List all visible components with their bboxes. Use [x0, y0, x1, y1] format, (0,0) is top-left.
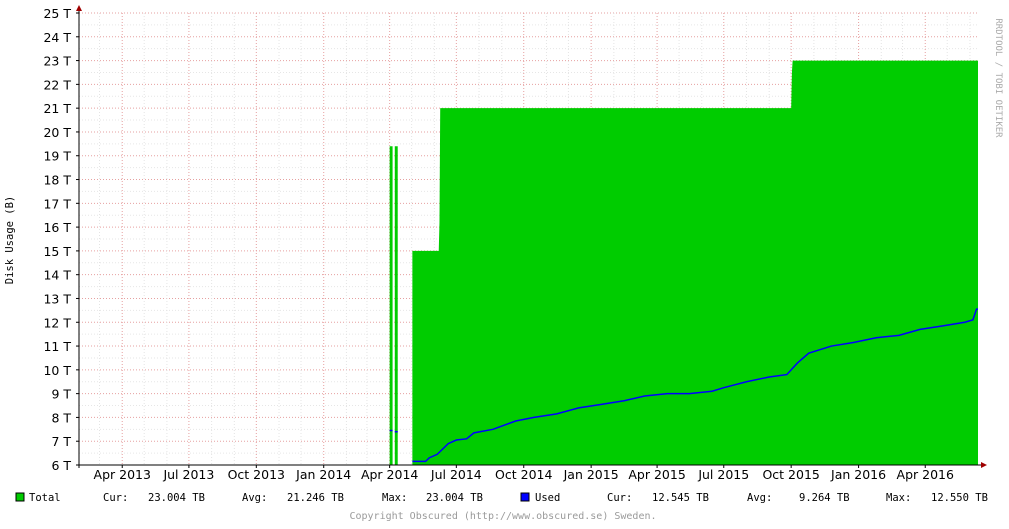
x-tick-label: Apr 2015 — [628, 467, 685, 482]
used-line-segment — [412, 308, 978, 463]
watermark: RRDTOOL / TOBI OETIKER — [993, 18, 1003, 138]
legend-total-cur: 23.004 TB — [148, 492, 205, 504]
y-tick-label: 7 T — [51, 434, 71, 449]
y-tick-label: 8 T — [51, 410, 71, 425]
x-tick-label: Jan 2014 — [295, 467, 351, 482]
y-tick-label: 11 T — [43, 339, 71, 354]
y-tick-label: 23 T — [43, 54, 71, 69]
x-tick-label: Oct 2013 — [228, 467, 285, 482]
y-tick-label: 21 T — [43, 101, 71, 116]
legend-used-swatch — [520, 492, 530, 502]
y-tick-label: 14 T — [43, 268, 71, 283]
x-tick-label: Jan 2015 — [563, 467, 619, 482]
legend-used-avg: 9.264 TB — [799, 492, 850, 504]
legend-total-max: 23.004 TB — [426, 492, 483, 504]
total-area-segment — [389, 146, 393, 465]
x-tick-label: Apr 2014 — [361, 467, 418, 482]
y-tick-label: 22 T — [43, 77, 71, 92]
y-tick-label: 15 T — [43, 244, 71, 259]
x-tick-label: Oct 2015 — [762, 467, 819, 482]
legend-total-swatch — [15, 492, 25, 502]
legend-total-avg-label: Avg: — [242, 492, 267, 504]
y-tick-label: 13 T — [43, 291, 71, 306]
y-tick-label: 6 T — [51, 458, 71, 473]
y-tick-label: 24 T — [43, 30, 71, 45]
x-tick-label: Jan 2016 — [830, 467, 886, 482]
legend-used-cur: 12.545 TB — [652, 492, 709, 504]
legend-used-cur-label: Cur: — [607, 492, 632, 504]
y-axis-arrow — [76, 5, 82, 11]
x-tick-label: Oct 2014 — [495, 467, 552, 482]
x-tick-label: Jul 2014 — [430, 467, 482, 482]
x-tick-label: Apr 2016 — [897, 467, 954, 482]
x-tick-label: Apr 2013 — [94, 467, 151, 482]
total-area-series — [389, 60, 978, 465]
y-tick-label: 12 T — [43, 315, 71, 330]
y-tick-label: 16 T — [43, 220, 71, 235]
legend-used-max: 12.550 TB — [931, 492, 988, 504]
used-line-series — [389, 308, 978, 463]
y-tick-labels: 6 T 7 T 8 T 9 T 10 T 11 T 12 T 13 T 14 T 15 T 16 T… — [43, 6, 79, 473]
y-tick-label: 10 T — [43, 363, 71, 378]
y-tick-label: 18 T — [43, 173, 71, 188]
total-area-segment — [412, 60, 978, 465]
legend-used-avg-label: Avg: — [747, 492, 772, 504]
y-tick-label: 19 T — [43, 149, 71, 164]
copyright: Copyright Obscured (http://www.obscured.… — [349, 511, 656, 522]
legend-used-label: Used — [535, 492, 560, 504]
x-tick-labels: Apr 2013 Jul 2013 Oct 2013 Jan 2014 Apr 2014… — [94, 465, 954, 482]
legend-total-cur-label: Cur: — [103, 492, 128, 504]
x-tick-label: Jul 2013 — [162, 467, 214, 482]
total-area-segment — [394, 146, 398, 465]
legend-total-avg: 21.246 TB — [287, 492, 344, 504]
legend-total-label: Total — [29, 492, 61, 504]
y-tick-label: 9 T — [51, 387, 71, 402]
y-tick-label: 17 T — [43, 196, 71, 211]
y-tick-label: 20 T — [43, 125, 71, 140]
legend-total-max-label: Max: — [382, 492, 407, 504]
y-axis-label: Disk Usage (B) — [4, 196, 16, 285]
x-tick-label: Jul 2015 — [697, 467, 749, 482]
legend-used-max-label: Max: — [886, 492, 911, 504]
legend-used: Used Cur: 12.545 TB Avg: 9.264 TB Max: 1… — [520, 492, 988, 504]
y-tick-label: 25 T — [43, 6, 71, 21]
x-axis-arrow — [981, 462, 987, 468]
legend-total: Total Cur: 23.004 TB Avg: 21.246 TB Max:… — [15, 492, 483, 504]
